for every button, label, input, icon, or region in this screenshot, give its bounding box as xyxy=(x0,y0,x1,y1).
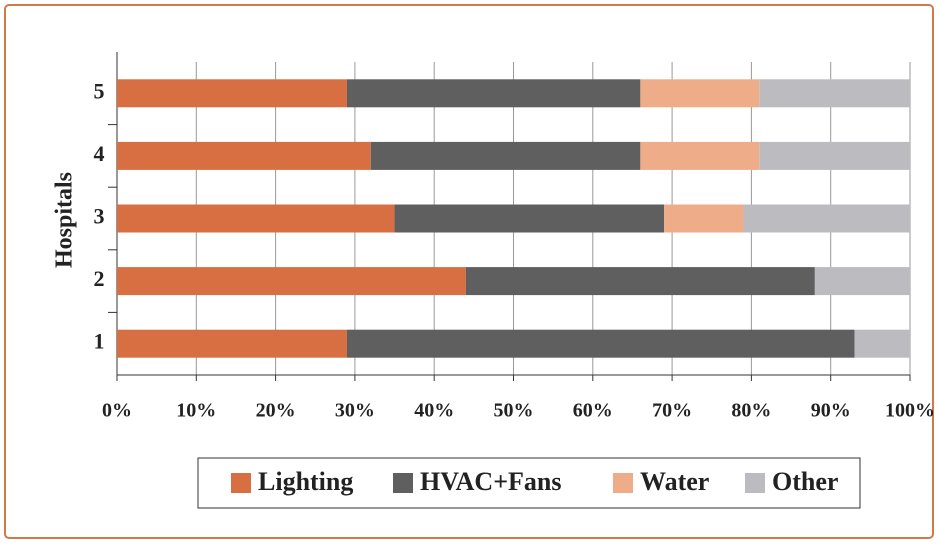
bar-segment xyxy=(814,267,910,296)
bar-segment xyxy=(346,79,641,108)
x-tick-label: 40% xyxy=(414,400,454,422)
x-tick-label: 90% xyxy=(811,400,851,422)
bar-segment xyxy=(640,79,760,108)
x-tick-label: 50% xyxy=(494,400,534,422)
legend-swatch xyxy=(613,473,633,493)
x-tick-label: 80% xyxy=(731,400,771,422)
bar-segment xyxy=(640,141,760,170)
bar-segment xyxy=(664,204,744,233)
bar-segment xyxy=(117,329,347,358)
y-tick-label: 1 xyxy=(94,329,105,354)
legend-label: Water xyxy=(640,467,709,496)
x-tick-label: 70% xyxy=(652,400,692,422)
bar-segment xyxy=(394,204,665,233)
legend-swatch xyxy=(393,473,413,493)
y-tick-label: 3 xyxy=(94,204,105,229)
bar-segment xyxy=(117,204,395,233)
x-tick-label: 20% xyxy=(256,400,296,422)
bar-segment xyxy=(759,141,910,170)
y-tick-label: 5 xyxy=(94,78,105,103)
y-axis-label: Hospitals xyxy=(52,172,78,268)
bar-segment xyxy=(743,204,910,233)
bar-segment xyxy=(370,141,641,170)
x-tick-label: 0% xyxy=(102,400,132,422)
bar-segment xyxy=(117,79,347,108)
x-tick-label: 10% xyxy=(176,400,216,422)
bar-segment xyxy=(117,141,371,170)
y-tick-label: 2 xyxy=(94,266,105,291)
bar-segment xyxy=(346,329,855,358)
x-tick-label: 30% xyxy=(335,400,375,422)
legend-label: HVAC+Fans xyxy=(420,467,561,496)
legend-label: Lighting xyxy=(258,467,353,496)
bar-segment xyxy=(854,329,910,358)
bar-segment xyxy=(759,79,910,108)
legend-swatch xyxy=(745,473,765,493)
legend-swatch xyxy=(231,473,251,493)
bar-segment xyxy=(117,267,466,296)
x-tick-label: 60% xyxy=(573,400,613,422)
legend-label: Other xyxy=(772,467,838,496)
y-tick-label: 4 xyxy=(94,141,105,166)
x-tick-label: 100% xyxy=(885,400,935,422)
bar-segment xyxy=(465,267,815,296)
